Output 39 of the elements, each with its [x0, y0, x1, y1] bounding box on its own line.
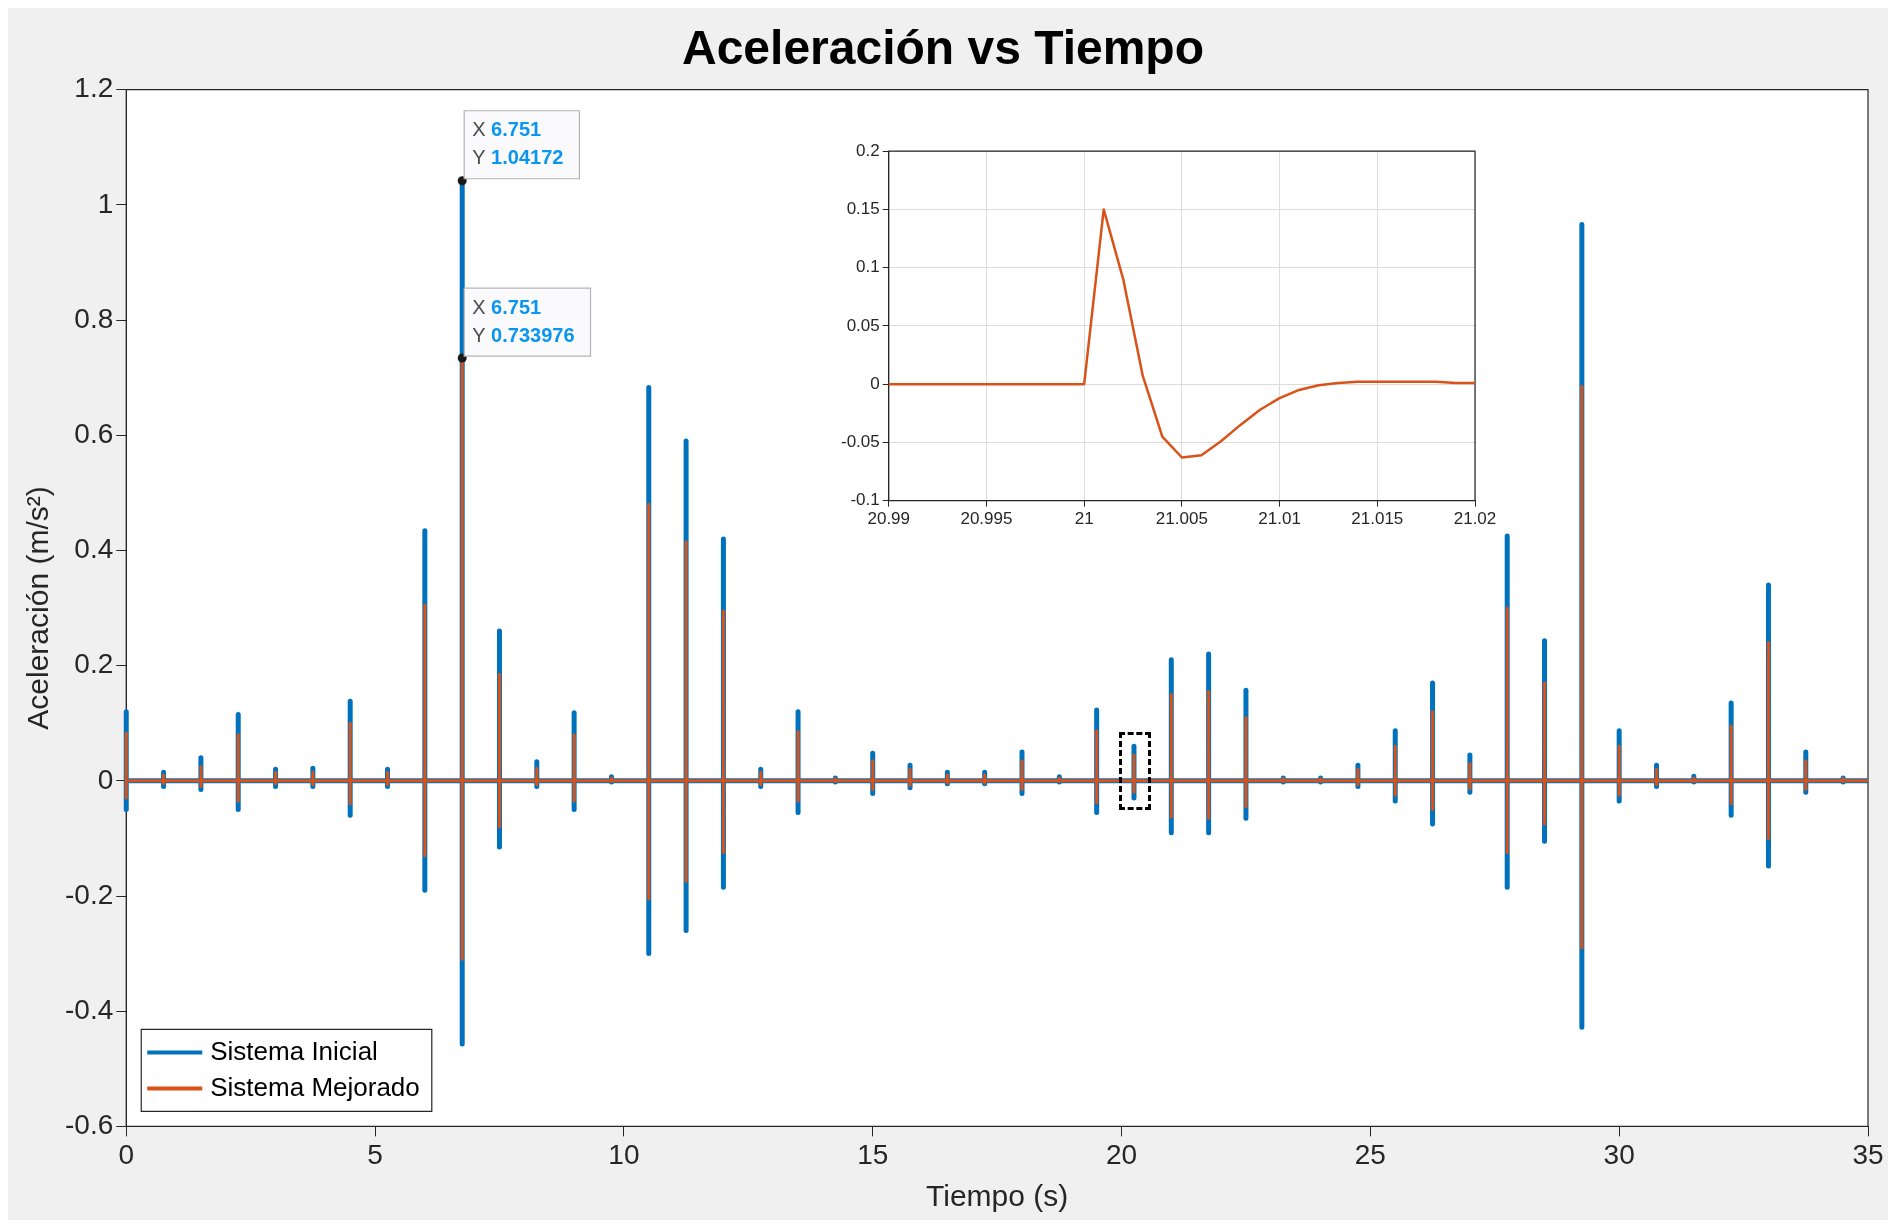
y-tick-label: 0.6 — [74, 417, 114, 449]
y-tick-label: -0.4 — [65, 993, 114, 1025]
y-tick-label: 0.1 — [856, 257, 880, 277]
x-tick-label: 21 — [1074, 509, 1094, 529]
y-tick-label: 0.2 — [856, 140, 880, 160]
annotation: X 6.751 Y 0.733976 — [472, 295, 575, 346]
x-tick-label: 5 — [367, 1138, 383, 1170]
y-tick-label: 0 — [870, 373, 880, 393]
y-tick-label: 1.2 — [74, 72, 114, 104]
x-axis-title: Tiempo (s) — [926, 1179, 1069, 1213]
x-tick-label: 20.995 — [960, 509, 1013, 529]
x-tick-label: 21.01 — [1258, 509, 1301, 529]
legend-label: Sistema Mejorado — [210, 1071, 420, 1102]
y-tick-label: -0.05 — [841, 432, 880, 452]
x-tick-label: 30 — [1603, 1138, 1635, 1170]
y-tick-label: -0.6 — [65, 1109, 114, 1141]
y-tick-label: 0 — [97, 763, 114, 795]
x-tick-label: 21.015 — [1351, 509, 1404, 529]
y-tick-label: 0.4 — [74, 533, 114, 565]
annotation: X 6.751 Y 1.04172 — [472, 118, 564, 169]
y-axis-title: Aceleración (m/s²) — [21, 486, 55, 730]
legend-label: Sistema Inicial — [210, 1035, 378, 1066]
x-tick-label: 20.99 — [867, 509, 911, 529]
y-tick-label: -0.1 — [850, 490, 880, 510]
y-tick-label: 0.05 — [846, 315, 880, 335]
x-tick-label: 0 — [118, 1138, 135, 1170]
x-tick-label: 15 — [857, 1138, 889, 1170]
x-tick-label: 10 — [608, 1138, 640, 1170]
y-tick-label: -0.2 — [65, 878, 114, 910]
x-tick-label: 20 — [1105, 1138, 1138, 1170]
y-tick-label: 0.15 — [846, 199, 880, 219]
y-tick-label: 0.2 — [74, 648, 114, 680]
chart-title: Aceleración vs Tiempo — [682, 21, 1204, 75]
x-tick-label: 21.005 — [1155, 509, 1208, 529]
y-tick-label: 0.8 — [74, 302, 114, 334]
y-tick-label: 1 — [97, 187, 114, 219]
x-tick-label: 25 — [1354, 1138, 1386, 1170]
x-tick-label: 21.02 — [1453, 509, 1497, 529]
x-tick-label: 35 — [1852, 1138, 1884, 1170]
